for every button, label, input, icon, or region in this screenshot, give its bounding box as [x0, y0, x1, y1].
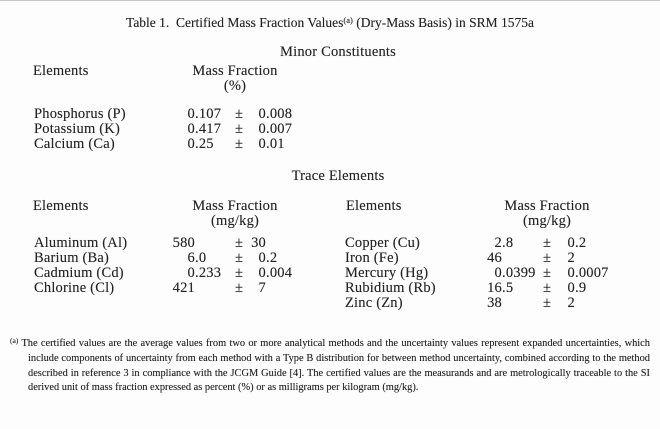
mass-fraction-value: 0.0399	[494, 265, 536, 281]
column-header-mass-fraction: Mass Fraction	[192, 198, 278, 214]
plus-minus-symbol: ±	[235, 265, 244, 281]
element-name: Cadmium (Cd)	[34, 265, 124, 281]
mass-fraction-value: 0.233	[187, 265, 222, 281]
element-name: Aluminum (Al)	[34, 235, 128, 251]
uncertainty-value: 0.2	[567, 235, 587, 251]
plus-minus-symbol: ±	[235, 136, 244, 152]
plus-minus-symbol: ±	[543, 280, 552, 296]
table-row: Aluminum (Al) 580 ± 30	[34, 236, 311, 251]
uncertainty-value: 0.2	[258, 250, 278, 266]
uncertainty-value: 2	[567, 295, 575, 311]
column-header-elements: Elements	[33, 198, 89, 214]
column-header-elements: Elements	[346, 198, 402, 214]
element-name: Barium (Ba)	[34, 250, 110, 266]
mass-fraction-value: 2.8	[494, 235, 514, 251]
footnote: (a) The certified values are the average…	[10, 334, 650, 396]
uncertainty-value: 0.004	[258, 265, 293, 281]
minor-constituents-table: Phosphorus (P) 0.107 ± 0.008 Potassium (…	[34, 107, 311, 152]
mass-fraction-value: 16.5	[487, 280, 514, 296]
uncertainty-value: 0.9	[567, 280, 587, 296]
table-row: Cadmium (Cd) 0.233 ± 0.004	[34, 266, 311, 281]
mass-fraction-value: 46	[487, 250, 502, 266]
unit-label-mg-per-kg: (mg/kg)	[210, 213, 260, 229]
table-row: Mercury (Hg) 0.0399 ± 0.0007	[345, 266, 620, 281]
plus-minus-symbol: ±	[543, 295, 552, 311]
column-header-mass-fraction: Mass Fraction	[504, 198, 590, 214]
table-row: Iron (Fe) 46 ± 2	[345, 251, 620, 266]
table-title-suffix: (Dry-Mass Basis) in SRM 1575a	[352, 15, 534, 30]
uncertainty-value: 0.01	[258, 136, 285, 152]
table-row: Chlorine (Cl) 421 ± 7	[34, 281, 311, 296]
plus-minus-symbol: ±	[235, 235, 244, 251]
element-name: Iron (Fe)	[345, 250, 399, 266]
table-title-text: Table 1. Certified Mass Fraction Values	[126, 15, 344, 30]
element-name: Rubidium (Rb)	[345, 280, 436, 296]
table-row: Barium (Ba) 6.0 ± 0.2	[34, 251, 311, 266]
uncertainty-value: 0.0007	[567, 265, 609, 281]
column-header-mass-fraction: Mass Fraction	[192, 63, 278, 79]
mass-fraction-value: 0.107	[187, 106, 222, 122]
table-row: Zinc (Zn) 38 ± 2	[345, 296, 620, 311]
mass-fraction-value: 421	[172, 280, 195, 296]
table-row: Potassium (K) 0.417 ± 0.007	[34, 122, 311, 137]
table-row: Copper (Cu) 2.8 ± 0.2	[345, 236, 620, 251]
element-name: Mercury (Hg)	[345, 265, 429, 281]
plus-minus-symbol: ±	[235, 121, 244, 137]
uncertainty-value: 0.007	[258, 121, 293, 137]
table-row: Calcium (Ca) 0.25 ± 0.01	[34, 137, 311, 152]
element-name: Calcium (Ca)	[34, 136, 115, 152]
table-row: Rubidium (Rb) 16.5 ± 0.9	[345, 281, 620, 296]
plus-minus-symbol: ±	[543, 265, 552, 281]
column-header-elements: Elements	[33, 63, 89, 79]
uncertainty-value: 2	[567, 250, 575, 266]
mass-fraction-value: 0.417	[187, 121, 222, 137]
plus-minus-symbol: ±	[543, 250, 552, 266]
plus-minus-symbol: ±	[235, 106, 244, 122]
element-name: Copper (Cu)	[345, 235, 421, 251]
uncertainty-value: 30	[251, 235, 266, 251]
unit-label-percent: (%)	[223, 78, 247, 94]
element-name: Phosphorus (P)	[34, 106, 126, 122]
plus-minus-symbol: ±	[235, 250, 244, 266]
element-name: Zinc (Zn)	[345, 295, 403, 311]
element-name: Potassium (K)	[34, 121, 120, 137]
table-title: Table 1. Certified Mass Fraction Values(…	[0, 12, 660, 31]
footnote-marker: (a)	[10, 336, 19, 345]
mass-fraction-value: 38	[487, 295, 502, 311]
mass-fraction-value: 580	[172, 235, 195, 251]
uncertainty-value: 7	[258, 280, 266, 296]
uncertainty-value: 0.008	[258, 106, 293, 122]
plus-minus-symbol: ±	[543, 235, 552, 251]
trace-elements-heading: Trace Elements	[291, 168, 385, 184]
table-row: Phosphorus (P) 0.107 ± 0.008	[34, 107, 311, 122]
mass-fraction-value: 6.0	[187, 250, 207, 266]
trace-elements-right-table: Copper (Cu) 2.8 ± 0.2 Iron (Fe) 46 ± 2 M…	[345, 236, 620, 311]
mass-fraction-value: 0.25	[187, 136, 214, 152]
footnote-reference-superscript: (a)	[343, 15, 353, 25]
plus-minus-symbol: ±	[235, 280, 244, 296]
element-name: Chlorine (Cl)	[34, 280, 115, 296]
unit-label-mg-per-kg: (mg/kg)	[522, 213, 572, 229]
minor-constituents-heading: Minor Constituents	[280, 44, 396, 60]
trace-elements-left-table: Aluminum (Al) 580 ± 30 Barium (Ba) 6.0 ±…	[34, 236, 311, 296]
footnote-text: The certified values are the average val…	[21, 338, 650, 394]
